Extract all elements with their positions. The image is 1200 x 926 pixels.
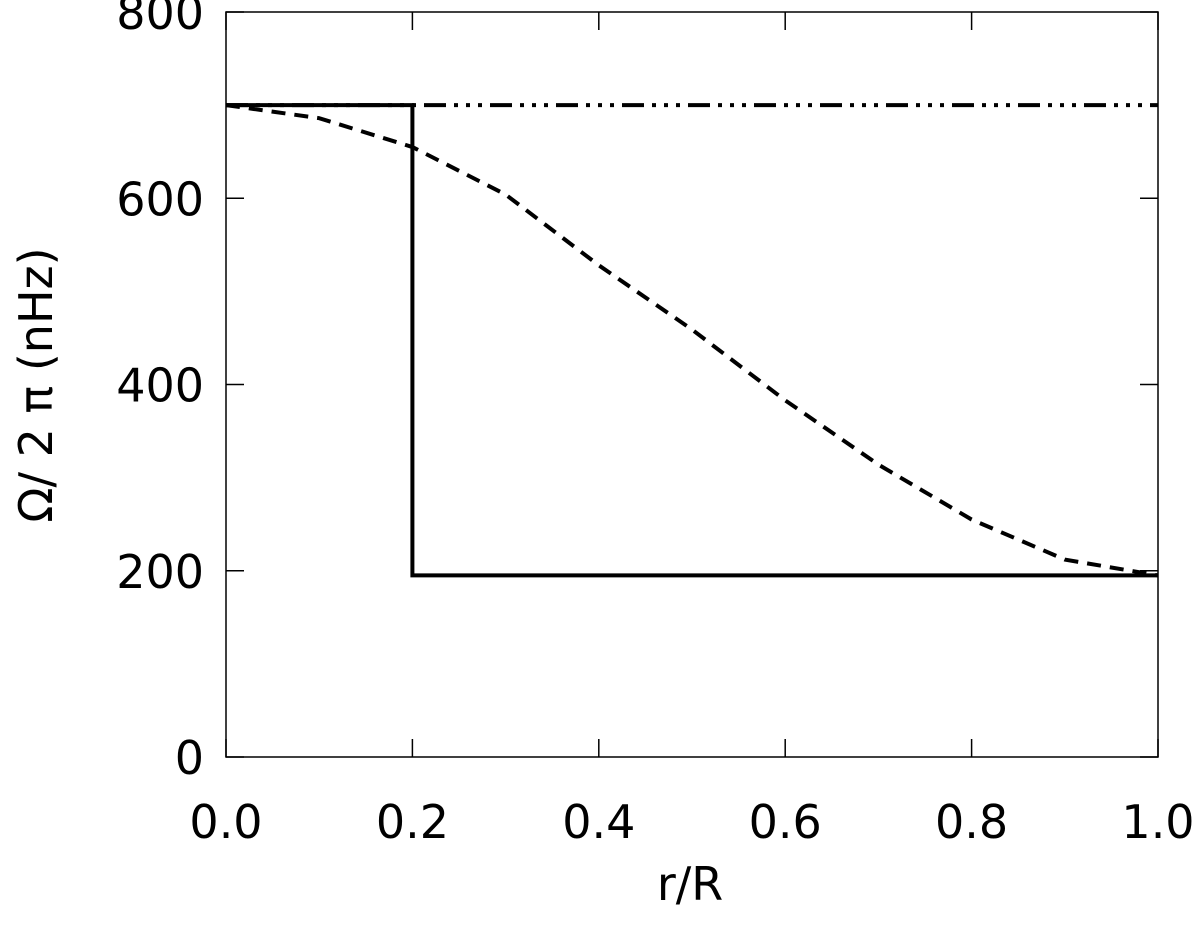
x-axis-label: r/R [657,857,723,911]
x-tick-label: 0.4 [562,795,635,849]
y-tick-label: 200 [116,545,204,599]
plot-frame [225,11,1159,758]
y-tick-label: 800 [116,0,204,40]
line-series [226,103,1158,578]
line-series [225,103,1159,578]
x-tick-label: 0.0 [189,795,262,849]
x-tick-label: 0.8 [935,795,1008,849]
y-tick-label: 0 [175,731,204,785]
y-tick-label: 600 [116,172,204,226]
x-tick-label: 0.6 [749,795,822,849]
x-tick-label: 0.2 [376,795,449,849]
y-axis-label: Ω/ 2 π (nHz) [9,247,63,522]
x-tick-label: 1.0 [1121,795,1194,849]
y-tick-label: 400 [116,359,204,413]
